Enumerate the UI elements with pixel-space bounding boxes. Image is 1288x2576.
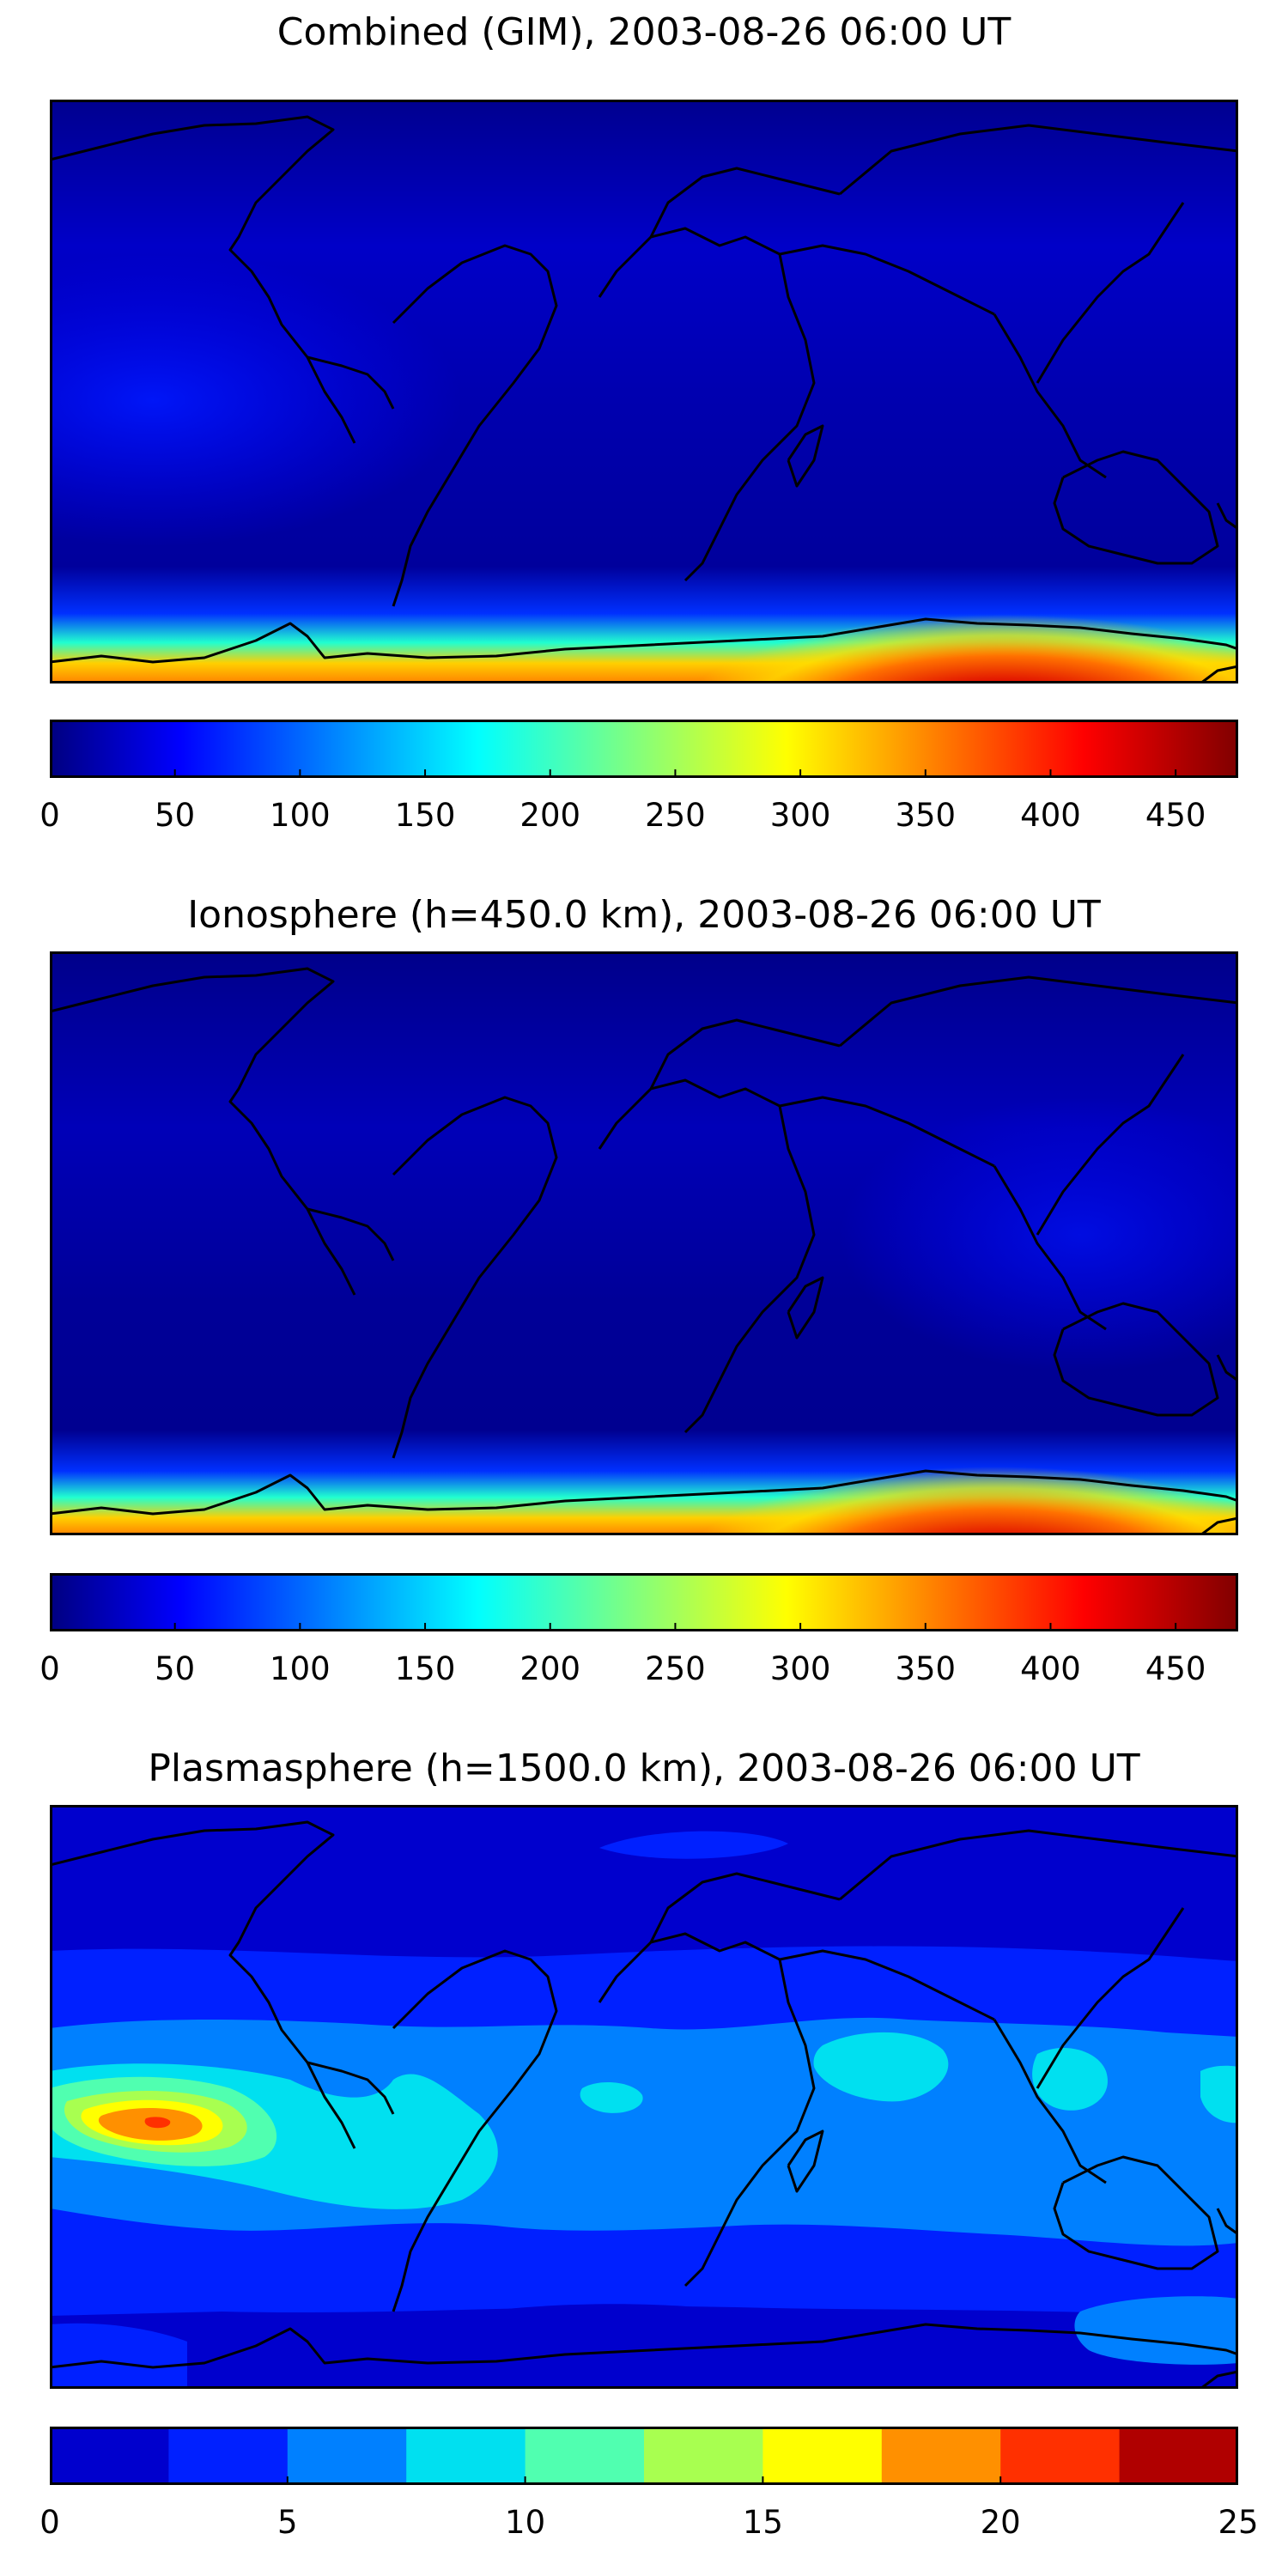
colorbar-bin [1119, 2427, 1238, 2485]
colorbar-bin [50, 2427, 169, 2485]
colorbar-tick-label: 450 [1145, 797, 1206, 834]
panel-title-ionosphere: Ionosphere (h=450.0 km), 2003-08-26 06:0… [187, 893, 1101, 937]
colorbar-svg-plasmasphere [50, 2427, 1238, 2485]
colorbar-tick-label: 15 [742, 2504, 783, 2541]
colorbar-frame [50, 1573, 1238, 1631]
colorbar-ticklabels-ionosphere: 0 50 100 150 200 250 300 350 400 450 [39, 1650, 1238, 1688]
field-peak-southern [697, 1467, 1238, 1535]
colorbar-bin [525, 2427, 645, 2485]
colorbar-tick-label: 10 [505, 2504, 546, 2541]
colorbar-tick-label: 0 [39, 1650, 60, 1687]
colorbar-tick-label: 50 [155, 1650, 196, 1687]
field-enhancement-asia [840, 1097, 1238, 1372]
contour-level-3-atlantic [580, 2082, 643, 2113]
colorbar-tick-label: 250 [645, 1650, 706, 1687]
panel-title-plasmasphere: Plasmasphere (h=1500.0 km), 2003-08-26 0… [148, 1747, 1140, 1790]
colorbar-ticklabels-plasmasphere: 0 5 10 15 20 25 [39, 2504, 1258, 2542]
panel-title-combined: Combined (GIM), 2003-08-26 06:00 UT [276, 10, 1012, 54]
colorbar-tick-label: 50 [155, 797, 196, 834]
map-frame [50, 100, 1238, 683]
colorbar-bin [644, 2427, 763, 2485]
map-frame [50, 1805, 1238, 2389]
colorbar-tick-label: 25 [1218, 2504, 1259, 2541]
colorbar-svg-ionosphere [50, 1573, 1238, 1631]
contour-level-8 [144, 2117, 171, 2129]
field-peak-southern [695, 615, 1238, 683]
colorbar-tick-label: 250 [645, 797, 706, 834]
colorbar-bin [1000, 2427, 1121, 2485]
colorbar-bin [287, 2427, 407, 2485]
colorbar-tick-label: 300 [769, 797, 831, 834]
contour-level-2-south [1074, 2296, 1238, 2365]
colorbar-bin [406, 2427, 526, 2485]
colorbar-combined [50, 720, 1238, 778]
colorbar-tick-label: 300 [769, 1650, 831, 1687]
map-plasmasphere [50, 1805, 1238, 2389]
colorbar-tick-label: 100 [270, 797, 331, 834]
colorbar-bin [881, 2427, 1001, 2485]
colorbar-plasmasphere [50, 2427, 1238, 2485]
colorbar-tick-label: 20 [980, 2504, 1021, 2541]
coastlines [50, 115, 1238, 683]
colorbar-tick-label: 450 [1145, 1650, 1206, 1687]
contour-level-1-north [599, 1831, 788, 1859]
colorbar-bin [168, 2427, 289, 2485]
colorbar-tick-label: 0 [39, 2504, 60, 2541]
colorbar-tick-label: 150 [394, 797, 456, 834]
map-svg-ionosphere [50, 951, 1238, 1535]
colorbar-gradient [50, 720, 1238, 778]
map-svg-plasmasphere [50, 1805, 1238, 2389]
colorbar-bins [50, 2427, 1238, 2485]
colorbar-bin [762, 2427, 883, 2485]
contour-south-low [445, 2304, 778, 2389]
map-frame [50, 951, 1238, 1535]
contour-level-1-south [50, 2323, 187, 2389]
colorbar-tick-label: 400 [1020, 1650, 1081, 1687]
colorbar-tick-label: 5 [277, 2504, 298, 2541]
contour-field [50, 1805, 1238, 2389]
map-combined [50, 100, 1238, 683]
colorbar-ionosphere [50, 1573, 1238, 1631]
coastlines [50, 967, 1238, 1535]
colorbar-tick-label: 350 [895, 1650, 957, 1687]
colorbar-gradient [50, 1573, 1238, 1631]
map-svg-combined [50, 100, 1238, 683]
contour-level-3-east [1200, 2065, 1238, 2123]
colorbar-tick-label: 200 [519, 1650, 581, 1687]
colorbar-tick-label: 350 [895, 797, 957, 834]
contour-level-3-india [813, 2032, 949, 2102]
map-ionosphere [50, 951, 1238, 1535]
colorbar-frame [50, 2427, 1238, 2485]
colorbar-tick-label: 150 [394, 1650, 456, 1687]
colorbar-tick-label: 200 [519, 797, 581, 834]
coastlines [50, 1820, 1238, 2389]
colorbar-ticklabels-combined: 0 50 100 150 200 250 300 350 400 450 [39, 797, 1238, 835]
colorbar-tick-label: 400 [1020, 797, 1081, 834]
colorbar-tick-label: 100 [270, 1650, 331, 1687]
colorbar-tick-label: 0 [39, 797, 60, 834]
colorbar-frame [50, 720, 1238, 778]
field-enhancement-pacific [50, 254, 462, 546]
colorbar-svg-combined [50, 720, 1238, 778]
